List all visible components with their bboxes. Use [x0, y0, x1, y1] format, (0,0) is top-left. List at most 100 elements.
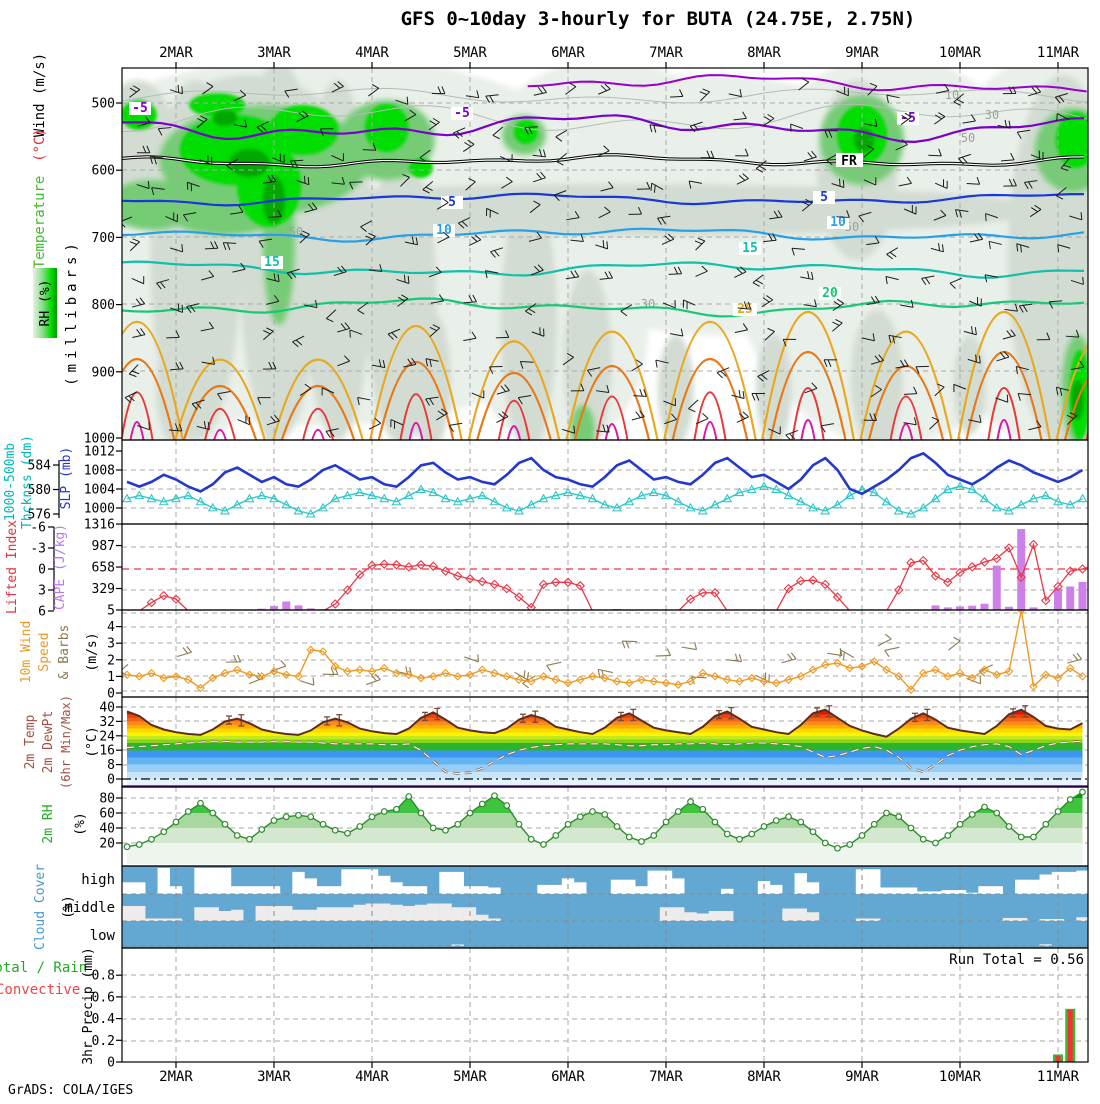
- axis-label-millibars: (millibars): [64, 238, 80, 386]
- wind-barb-icon: [655, 648, 670, 656]
- axis-label-lifted-index: Lifted Index: [5, 520, 20, 614]
- cape-bar: [932, 605, 940, 610]
- cape-tick-label: 1316: [84, 518, 115, 533]
- date-label-bottom: 3MAR: [257, 1069, 291, 1085]
- date-label-top: 9MAR: [845, 45, 879, 61]
- rh-contour-label: 30: [641, 297, 655, 311]
- rh-marker: [467, 810, 473, 816]
- cloud-bar: [305, 878, 317, 894]
- barb-feather: [622, 641, 625, 648]
- axis-label-thickness-1: 1000-500mb: [3, 443, 18, 521]
- cape-tick-label: 987: [92, 539, 115, 554]
- rh-marker: [896, 814, 902, 820]
- barb-feather: [739, 654, 743, 661]
- rh-marker: [1080, 789, 1086, 795]
- axis-label-wind: Wind (m/s): [32, 53, 48, 137]
- barb-shaft: [366, 680, 380, 685]
- panel-border: [122, 440, 1088, 524]
- rh-marker: [345, 830, 351, 836]
- axis-label-2m-rh: 2m RH: [41, 804, 56, 843]
- cloud-row-label: high: [81, 872, 115, 888]
- wind-tick-label: 3: [107, 637, 115, 652]
- wind-barb-icon: [885, 647, 901, 657]
- cloud-bar: [1027, 880, 1039, 894]
- cloud-bar: [329, 886, 341, 894]
- rh-marker: [700, 806, 706, 812]
- wind-tick-label: 0: [107, 687, 115, 702]
- axis-label-degc-units: (°C): [85, 726, 100, 757]
- page-title: GFS 0~10day 3-hourly for BUTA (24.75E, 2…: [401, 8, 916, 30]
- temp-tick-label: 0: [107, 773, 115, 788]
- pressure-tick-label: 500: [92, 97, 115, 112]
- cloud-bar: [1076, 917, 1088, 921]
- legend-convective: Convective: [0, 982, 80, 998]
- rh-marker: [626, 834, 632, 840]
- rh-marker: [185, 809, 191, 815]
- rh-marker: [1031, 834, 1037, 840]
- barb-feather: [694, 642, 698, 649]
- rh-marker: [320, 821, 326, 827]
- pressure-tick-label: 900: [92, 365, 115, 380]
- cloud-bar: [415, 886, 427, 894]
- barb-shaft: [669, 274, 682, 275]
- axis-label-2m-temp: 2m Temp: [23, 714, 38, 769]
- cloud-bar: [660, 871, 672, 894]
- panel-border: [122, 610, 1088, 697]
- panel-border: [122, 948, 1088, 1062]
- cloud-bar: [721, 911, 733, 921]
- rh-tick-label: 40: [99, 822, 115, 837]
- barb-shaft: [836, 217, 849, 218]
- cloud-bar: [856, 869, 868, 894]
- rh-marker: [1043, 821, 1049, 827]
- cloud-bar: [905, 888, 917, 895]
- rh-marker: [173, 819, 179, 825]
- li-tick-label: 3: [38, 584, 46, 599]
- rh-marker: [247, 836, 253, 842]
- rh-marker: [920, 836, 926, 842]
- slp-thickness-panel: [122, 440, 1088, 524]
- barb-shaft: [878, 639, 891, 646]
- barb-shaft: [223, 243, 236, 244]
- rh-marker: [394, 806, 400, 812]
- cloud-bar: [231, 910, 243, 921]
- barb-shaft: [782, 659, 796, 663]
- cloud-bar: [452, 907, 464, 921]
- rh-marker: [161, 829, 167, 835]
- rh-marker: [271, 818, 277, 824]
- slp-tick-label: 1004: [84, 483, 115, 498]
- slp-tick-label: 1012: [84, 445, 115, 460]
- date-label-top: 3MAR: [257, 45, 291, 61]
- date-label-top: 4MAR: [355, 45, 389, 61]
- date-label-top: 11MAR: [1037, 45, 1080, 61]
- barb-shaft: [622, 641, 637, 642]
- cloud-bar: [452, 872, 464, 894]
- contour-label: 15: [264, 255, 280, 270]
- axis-label-rh-units: (%): [73, 812, 88, 835]
- rh-marker: [798, 819, 804, 825]
- cloud-bar: [390, 905, 402, 921]
- wind-speed-line: [127, 610, 1083, 690]
- precip-tick-label: 0: [107, 1056, 115, 1071]
- rh-tick-label: 60: [99, 807, 115, 822]
- barb-shaft: [300, 681, 314, 685]
- date-label-bottom: 10MAR: [939, 1069, 982, 1085]
- barb-shaft: [692, 677, 707, 678]
- cloud-bar: [635, 886, 647, 894]
- cloud-bar: [550, 885, 562, 894]
- rh-marker: [234, 833, 240, 839]
- cloud-bar: [207, 868, 219, 894]
- panel-border: [122, 524, 1088, 610]
- rh-marker: [1067, 797, 1073, 803]
- wind-barb-icon: [117, 664, 133, 679]
- rh-marker: [332, 827, 338, 833]
- cloud-bar: [672, 907, 684, 921]
- rh-marker: [614, 824, 620, 830]
- cloud-bar: [219, 868, 231, 894]
- axis-label-degc: (°C): [32, 128, 48, 162]
- rh-marker: [198, 800, 204, 806]
- cloud-bar: [439, 872, 451, 894]
- cloud-bar: [439, 904, 451, 922]
- cloud-bar: [219, 911, 231, 921]
